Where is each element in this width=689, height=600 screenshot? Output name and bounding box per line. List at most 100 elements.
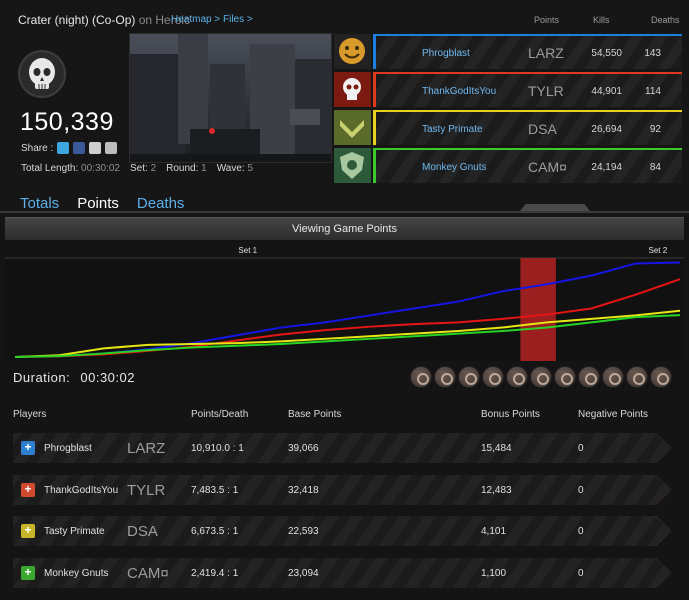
player-bar: Monkey Gnuts CAM¤ 24,194 84 10 [373, 148, 682, 183]
tab-deaths[interactable]: Deaths [136, 195, 185, 212]
player-row-thankgoditsyou[interactable]: ThankGodItsYou TYLR 44,901 114 6 [334, 72, 682, 107]
player-name: Monkey Gnuts [422, 162, 487, 173]
breakdown-row[interactable]: + Phrogblast LARZ 10,910.0 : 1 39,066 15,484 0 [13, 433, 672, 463]
wave-stat: Wave: 5 [216, 163, 254, 174]
map-title: Crater (night) (Co-Op) on Heroic [18, 13, 190, 27]
stat-tabs: Totals Points Deaths [20, 195, 184, 212]
eye-icon[interactable] [578, 366, 600, 388]
breakdown-row[interactable]: + Monkey Gnuts CAM¤ 2,419.4 : 1 23,094 1,100 0 [13, 558, 672, 588]
player-tag: LARZ [528, 45, 564, 61]
negative-points: 0 [578, 526, 584, 537]
expand-plus-icon[interactable]: + [21, 483, 35, 497]
difficulty-label: on Heroic [138, 13, 191, 27]
breakdown-player-name: ThankGodItsYou [44, 485, 119, 496]
medal-6-icon[interactable] [530, 366, 552, 388]
breakdown-player-name: Tasty Primate [44, 526, 105, 537]
expand-plus-icon[interactable]: + [21, 566, 35, 580]
medal-4-icon[interactable] [482, 366, 504, 388]
negative-points-column-header: Negative Points [578, 409, 649, 420]
tab-notch [520, 204, 590, 211]
points-chart-svg: Set 1 Set 2 [5, 246, 684, 361]
viewing-label: Viewing Game Points [5, 217, 684, 240]
email-icon[interactable] [105, 142, 118, 154]
chart-set-marker: Set 2 [648, 246, 667, 255]
player-deaths: 5 [676, 48, 689, 59]
heatmap-link[interactable]: Heatmap > [171, 14, 221, 25]
player-name: Phrogblast [422, 48, 470, 59]
player-tag: DSA [528, 121, 557, 137]
medal-3-icon[interactable] [458, 366, 480, 388]
chat-icon[interactable] [602, 366, 624, 388]
player-points: 24,194 [591, 162, 622, 173]
player-name: ThankGodItsYou [422, 86, 497, 97]
breakdown-player-tag: DSA [127, 523, 158, 540]
files-link[interactable]: Files > [223, 14, 253, 25]
player-bar: Tasty Primate DSA 26,694 92 4 [373, 110, 682, 145]
player-kills: 114 [645, 86, 661, 97]
chart-series-line-3 [14, 309, 681, 358]
map-screenshot [129, 33, 332, 163]
bonus-points: 4,101 [481, 526, 507, 537]
bonus-points: 15,484 [481, 443, 512, 454]
skull-emblem-icon [334, 72, 371, 107]
print-icon[interactable] [89, 142, 102, 154]
duration-value: 00:30:02 [80, 370, 135, 385]
medal-bar [410, 366, 672, 388]
player-deaths: 10 [676, 162, 689, 173]
twitter-icon[interactable] [57, 142, 70, 154]
breakdown-player-tag: CAM¤ [127, 565, 169, 582]
smiley-emblem-icon [334, 34, 371, 69]
share-label: Share : [21, 142, 54, 154]
tab-points[interactable]: Points [77, 195, 119, 212]
player-bar: Phrogblast LARZ 54,550 143 5 [373, 34, 682, 69]
negative-points: 0 [578, 443, 584, 454]
share-bar: Share : [21, 142, 118, 154]
chevron-emblem-icon [334, 110, 371, 145]
medal-1-icon[interactable] [410, 366, 432, 388]
base-points: 22,593 [288, 526, 319, 537]
breakdown-row[interactable]: + ThankGodItsYou TYLR 7,483.5 : 1 32,418 12,4… [13, 475, 672, 505]
match-stats: Total Length: 00:30:02 Set: 2 Round: 1 W… [21, 163, 253, 174]
points-column-header: Points [534, 15, 560, 25]
player-bar: ThankGodItsYou TYLR 44,901 114 6 [373, 72, 682, 107]
tab-divider [0, 211, 689, 213]
facebook-icon[interactable] [73, 142, 86, 154]
game-summary-header: Crater (night) (Co-Op) on Heroic Heatmap… [0, 0, 689, 215]
tab-totals[interactable]: Totals [20, 195, 60, 212]
chart-highlight-band [520, 258, 556, 361]
deaths-column-header: Deaths [651, 15, 680, 25]
close-icon[interactable] [650, 366, 672, 388]
medal-2-icon[interactable] [434, 366, 456, 388]
breakdown-row[interactable]: + Tasty Primate DSA 6,673.5 : 1 22,593 4,101 0 [13, 516, 672, 546]
player-tag: TYLR [528, 83, 564, 99]
breakdown-player-name: Monkey Gnuts [44, 568, 109, 579]
expand-plus-icon[interactable]: + [21, 524, 35, 538]
player-points: 54,550 [591, 48, 622, 59]
player-points: 44,901 [591, 86, 622, 97]
base-points: 32,418 [288, 485, 319, 496]
player-row-monkey-gnuts[interactable]: Monkey Gnuts CAM¤ 24,194 84 10 [334, 148, 682, 183]
breakdown-player-tag: LARZ [127, 440, 166, 457]
player-row-phrogblast[interactable]: Phrogblast LARZ 54,550 143 5 [334, 34, 682, 69]
round-stat: Round: 1 [166, 163, 207, 174]
player-kills: 143 [644, 48, 661, 59]
player-kills: 92 [649, 124, 661, 135]
player-deaths: 4 [676, 124, 689, 135]
player-deaths: 6 [676, 86, 689, 97]
base-points: 39,066 [288, 443, 319, 454]
medal-7-icon[interactable] [554, 366, 576, 388]
players-column-header: Players [13, 409, 47, 420]
info-icon[interactable] [626, 366, 648, 388]
points-per-death: 7,483.5 : 1 [191, 485, 239, 496]
bonus-points: 12,483 [481, 485, 512, 496]
breakdown-player-tag: TYLR [127, 482, 166, 499]
total-length: Total Length: 00:30:02 [21, 163, 120, 174]
bonus-points: 1,100 [481, 568, 507, 579]
medal-5-icon[interactable] [506, 366, 528, 388]
points-per-death: 10,910.0 : 1 [191, 443, 244, 454]
duration: Duration: 00:30:02 [13, 370, 135, 385]
player-row-tasty-primate[interactable]: Tasty Primate DSA 26,694 92 4 [334, 110, 682, 145]
team-score: 150,339 [20, 108, 114, 136]
expand-plus-icon[interactable]: + [21, 441, 35, 455]
player-tag: CAM¤ [528, 159, 567, 175]
